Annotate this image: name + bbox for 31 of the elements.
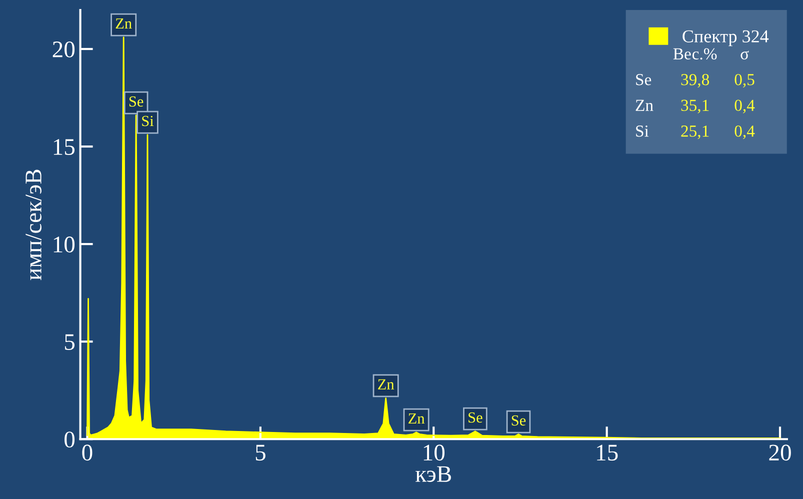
x-axis-title: кэВ: [416, 466, 451, 482]
y-tick-label: 20: [52, 41, 75, 58]
x-tick-label: 10: [424, 444, 445, 461]
annotation: 0,5: [734, 74, 754, 88]
annotation: 0,4: [734, 125, 755, 140]
x-tick-label: 20: [769, 444, 791, 461]
annotation: Zn: [116, 18, 132, 28]
x-tick-label: 15: [597, 444, 618, 461]
annotation: Zn: [408, 413, 425, 424]
annotation: Se: [468, 412, 482, 423]
annotation: Se: [129, 96, 144, 107]
annotation: 39,8: [681, 74, 710, 88]
y-axis-title: имп/сек/эВ: [26, 170, 42, 280]
annotation: Si: [142, 116, 154, 126]
x-tick-label: 5: [256, 444, 266, 461]
annotation: 35,1: [681, 100, 709, 114]
y-tick-label: 5: [65, 334, 75, 350]
legend-label: Спектр 324: [682, 30, 769, 46]
annotation: Si: [636, 126, 649, 137]
annotation: 0,4: [734, 100, 755, 114]
x-tick-label: 0: [82, 444, 92, 461]
y-tick-label: 15: [54, 139, 75, 155]
annotation: Zn: [636, 100, 654, 111]
annotation: Se: [512, 415, 526, 426]
annotation: Вес.%: [673, 48, 717, 60]
y-tick-label: 0: [64, 432, 75, 448]
annotation: Zn: [378, 379, 394, 390]
y-tick-label: 10: [54, 236, 75, 252]
annotation: Se: [636, 74, 652, 86]
annotation: 25,1: [681, 126, 709, 140]
annotation: σ: [740, 50, 749, 60]
